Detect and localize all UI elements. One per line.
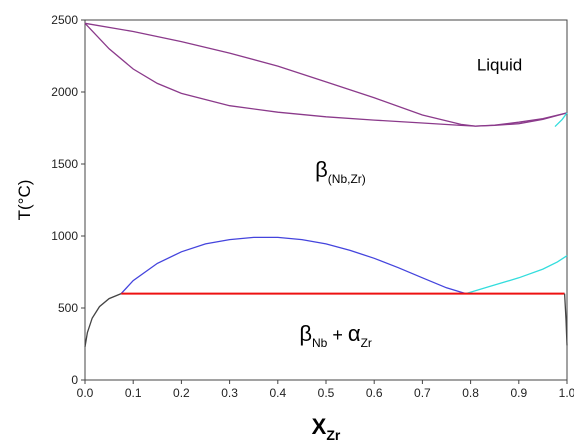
region-label-liquid: Liquid [477,55,522,74]
series-miscibility-gap [120,236,466,295]
x-axis-label: XZr [312,414,341,443]
series-solidus [84,22,568,127]
y-tick-label: 2000 [51,85,78,99]
x-tick-label: 0.1 [125,386,142,400]
region-label-twophase: βNb + αZr [299,321,372,350]
series-zr-liquidus-tip [554,112,568,128]
series-beta-transus [465,255,568,295]
x-tick-label: 0.0 [77,386,94,400]
x-tick-label: 0.4 [269,386,286,400]
x-tick-label: 0.3 [221,386,238,400]
x-tick-label: 0.2 [173,386,190,400]
labels-layer: Liquid β(Nb,Zr) βNb + αZr [299,55,522,350]
y-tick-label: 2500 [51,13,78,27]
x-tick-label: 0.8 [462,386,479,400]
x-axis-label-main: X [312,414,327,439]
x-tick-label: 0.6 [366,386,383,400]
x-tick-label: 1.0 [559,386,574,400]
y-tick-label: 1000 [51,229,78,243]
y-tick-label: 0 [71,373,78,387]
series-zr-solvus [563,293,568,346]
y-tick-label: 500 [58,301,78,315]
x-tick-label: 0.5 [318,386,335,400]
x-tick-label: 0.9 [510,386,527,400]
series-liquidus [84,22,568,127]
x-tick-label: 0.7 [414,386,431,400]
x-axis-label-sub: Zr [326,427,341,443]
ticks-layer: 0.0 0.1 0.2 0.3 0.4 0.5 0.6 0.7 0.8 0.9 1.0 0 500 100… [51,13,574,400]
region-label-beta: β(Nb,Zr) [315,157,366,186]
series-layer [84,22,568,348]
y-tick-label: 1500 [51,157,78,171]
y-axis-label: T(°C) [15,180,34,221]
plot-frame [84,19,568,381]
series-nb-solvus [84,292,122,348]
